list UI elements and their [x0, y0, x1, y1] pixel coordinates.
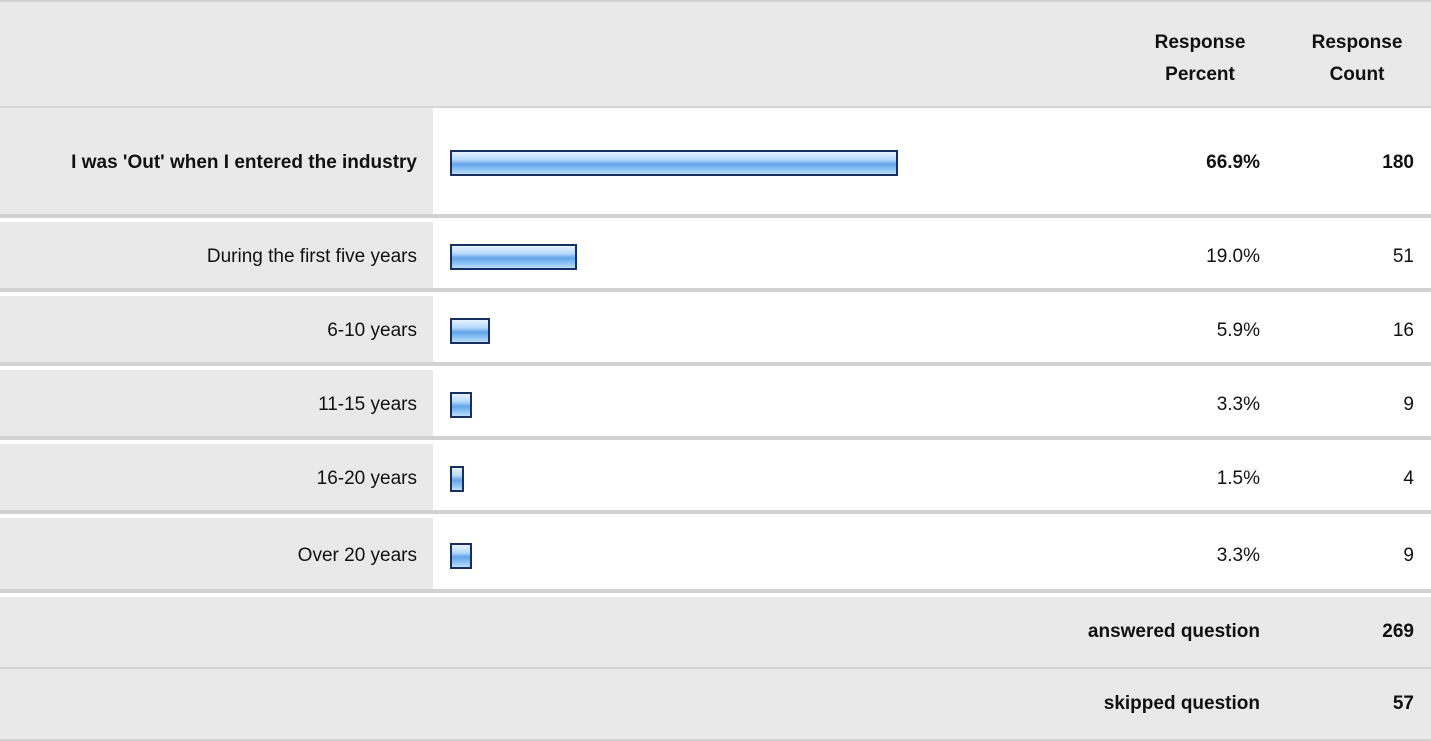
response-percent-value: 5.9%	[1216, 320, 1260, 341]
answer-label: 6-10 years	[327, 320, 417, 341]
response-count-value: 180	[1382, 152, 1414, 173]
response-bar	[450, 543, 472, 569]
answer-label-cell: 11-15 years	[0, 370, 433, 440]
response-percent-header: Response Percent	[1154, 32, 1246, 85]
response-count-value: 51	[1392, 246, 1414, 267]
footer-bottom-border	[0, 739, 1431, 741]
answer-row: Over 20 years 3.3% 9	[0, 518, 1431, 593]
answer-label: Over 20 years	[297, 544, 417, 566]
answer-label-cell: 16-20 years	[0, 444, 433, 514]
skipped-question-label: skipped question	[1103, 693, 1260, 714]
response-percent-value: 3.3%	[1216, 394, 1260, 415]
answer-row: 11-15 years 3.3% 9	[0, 370, 1431, 440]
answer-row: During the first five years 19.0% 51	[0, 222, 1431, 292]
response-count-value: 9	[1403, 394, 1414, 415]
response-bar	[450, 318, 490, 344]
answer-label-cell: 6-10 years	[0, 296, 433, 366]
response-percent-value: 3.3%	[1216, 544, 1260, 566]
response-percent-value: 66.9%	[1206, 152, 1260, 173]
answer-label-cell: During the first five years	[0, 222, 433, 292]
answer-row: I was 'Out' when I entered the industry 6…	[0, 108, 1431, 218]
answered-question-row: answered question 269	[0, 597, 1431, 667]
response-count-value: 9	[1403, 544, 1414, 566]
row-divider	[0, 288, 1431, 292]
row-divider	[0, 362, 1431, 366]
response-bar	[450, 466, 464, 492]
answer-label-cell: I was 'Out' when I entered the industry	[0, 108, 433, 218]
response-bar	[450, 150, 898, 176]
row-divider	[0, 510, 1431, 514]
answer-row: 6-10 years 5.9% 16	[0, 296, 1431, 366]
answer-label-cell: Over 20 years	[0, 518, 433, 593]
response-bar	[450, 244, 577, 270]
response-percent-value: 1.5%	[1216, 468, 1260, 489]
response-count-header: Response Count	[1311, 32, 1403, 85]
table-header: Response Percent Response Count	[0, 0, 1431, 108]
answer-label: 11-15 years	[318, 394, 417, 415]
answered-question-label: answered question	[1087, 621, 1260, 642]
answer-label: I was 'Out' when I entered the industry	[71, 152, 417, 173]
skipped-question-count: 57	[1392, 693, 1414, 714]
footer-divider	[0, 667, 1431, 669]
answer-label: During the first five years	[206, 246, 417, 267]
skipped-question-row: skipped question 57	[0, 669, 1431, 739]
answered-question-count: 269	[1382, 621, 1414, 642]
row-divider	[0, 214, 1431, 218]
row-divider	[0, 589, 1431, 593]
response-percent-value: 19.0%	[1206, 246, 1260, 267]
response-count-value: 4	[1403, 468, 1414, 489]
response-bar	[450, 392, 472, 418]
answer-label: 16-20 years	[316, 468, 417, 489]
answer-row: 16-20 years 1.5% 4	[0, 444, 1431, 514]
row-divider	[0, 436, 1431, 440]
response-count-value: 16	[1392, 320, 1414, 341]
